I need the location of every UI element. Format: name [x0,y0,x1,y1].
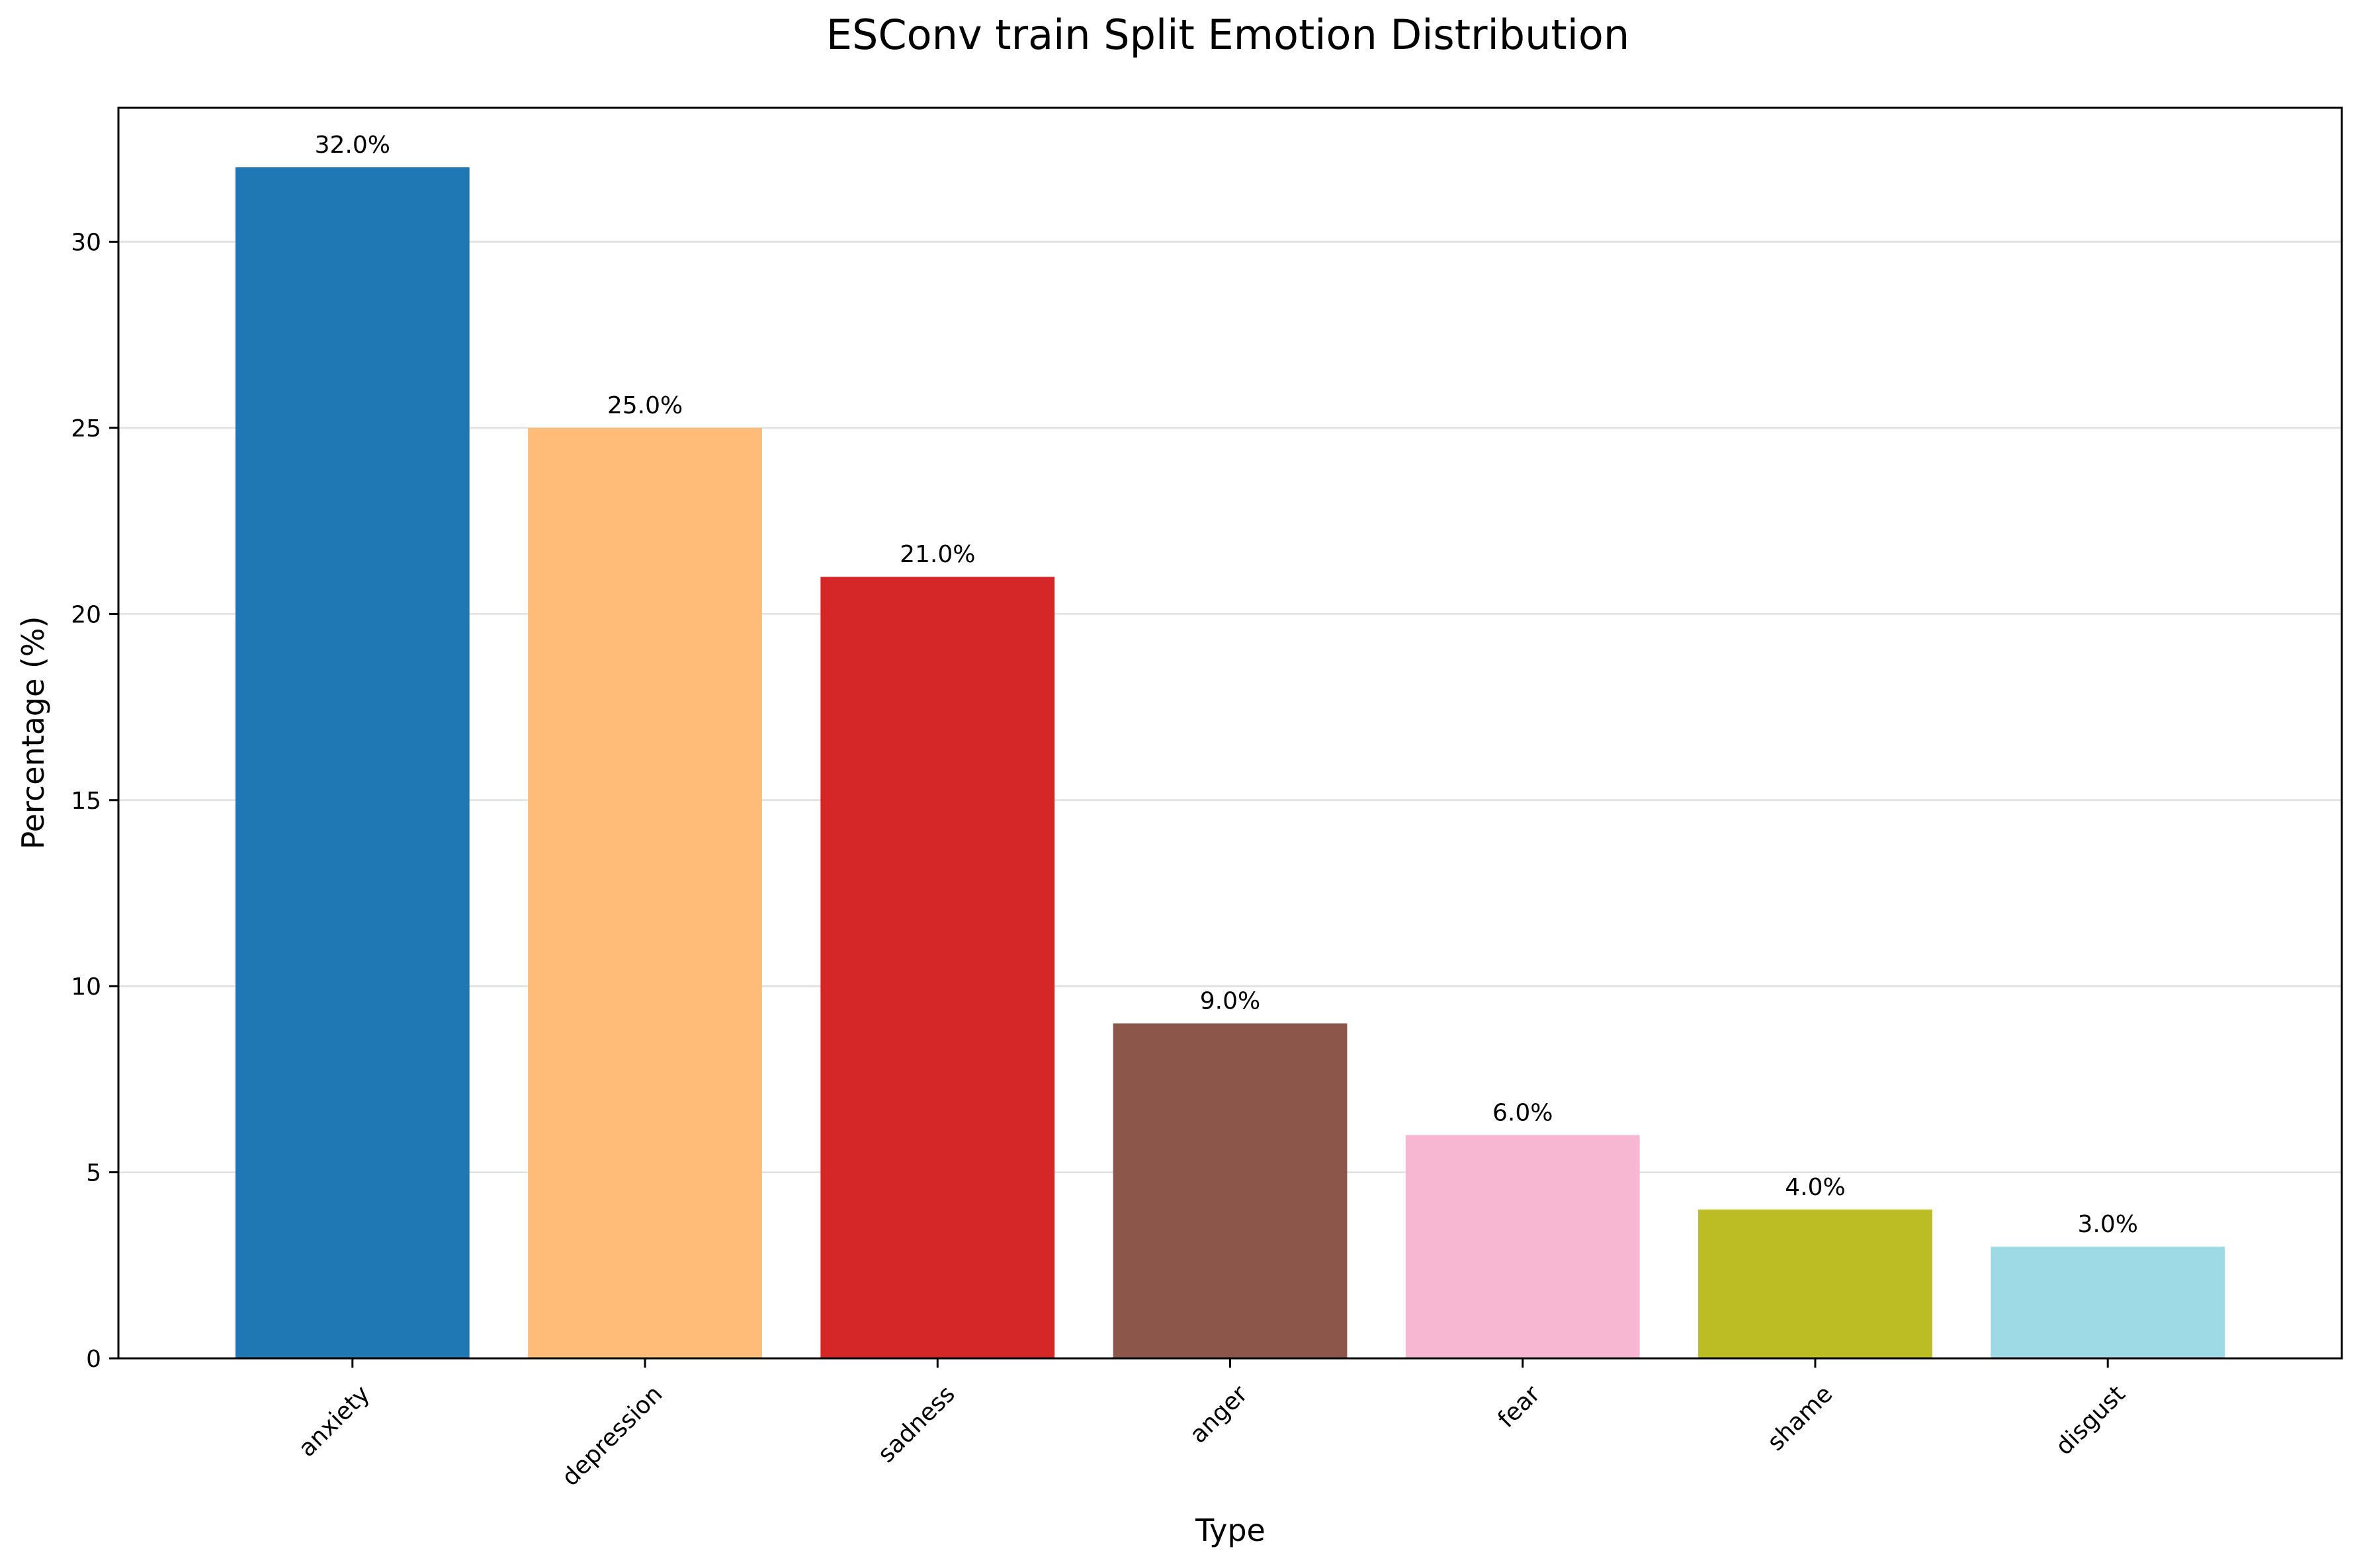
data-label: 21.0% [900,541,975,568]
y-tick-label: 20 [71,601,101,628]
chart-title: ESConv train Split Emotion Distribution [826,11,1629,59]
data-label: 3.0% [2077,1211,2137,1238]
y-tick-label: 10 [71,973,101,1001]
data-label: 32.0% [315,132,390,159]
bar-depression [528,428,762,1358]
bar-anxiety [235,167,470,1359]
y-tick-label: 30 [71,229,101,257]
y-tick-label: 15 [71,788,101,815]
data-label: 6.0% [1492,1099,1553,1126]
bar-shame [1698,1209,1932,1358]
gridlines [118,241,2342,1173]
data-labels: 32.0% 25.0% 21.0% 9.0% 6.0% 4.0% 3.0% [315,132,2138,1238]
bars [235,167,2225,1359]
bar-sadness [820,577,1055,1358]
data-label: 25.0% [607,392,683,419]
y-tick-label: 25 [71,415,101,442]
data-label: 9.0% [1200,987,1260,1014]
y-axis-ticks: 0 5 10 15 20 25 30 [71,229,118,1373]
bar-disgust [1991,1247,2225,1358]
x-axis-label: Type [1195,1512,1266,1548]
y-axis-label: Percentage (%) [15,616,51,850]
bar-fear [1405,1135,1640,1358]
bar-anger [1113,1023,1348,1358]
data-label: 4.0% [1785,1174,1845,1201]
y-tick-label: 0 [86,1346,101,1373]
y-tick-label: 5 [86,1160,101,1187]
